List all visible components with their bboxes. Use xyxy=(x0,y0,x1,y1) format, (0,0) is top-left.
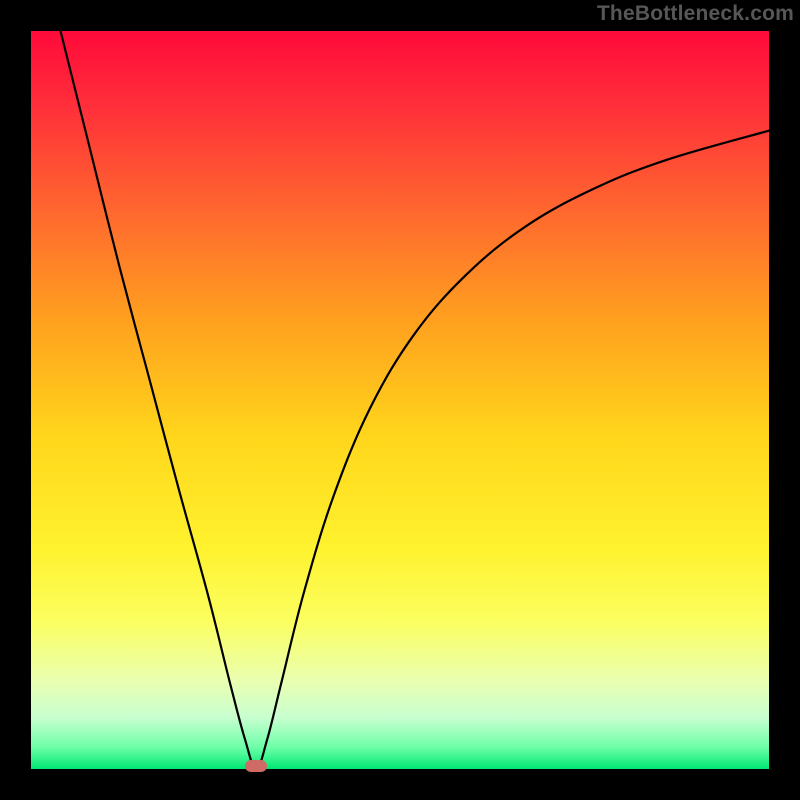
chart-stage: TheBottleneck.com xyxy=(0,0,800,800)
minimum-marker-pill xyxy=(245,760,267,772)
curve-layer xyxy=(31,31,769,769)
watermark-text: TheBottleneck.com xyxy=(597,2,794,26)
plot-area xyxy=(31,31,769,769)
bottleneck-curve xyxy=(61,31,769,769)
minimum-marker xyxy=(245,760,267,772)
